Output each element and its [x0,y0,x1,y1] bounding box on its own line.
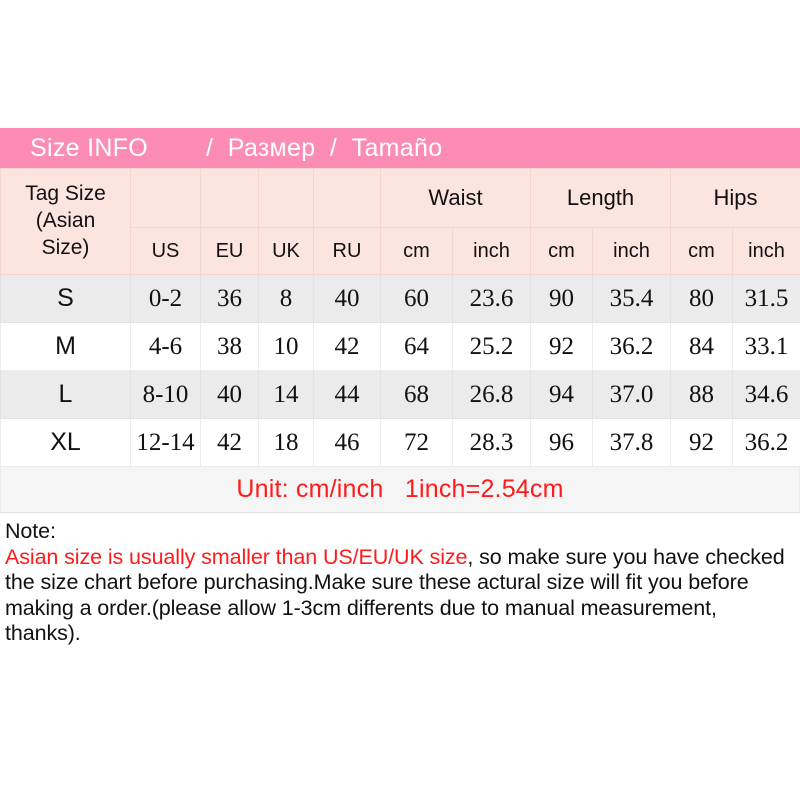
table-head: Tag Size (Asian Size) Waist Length Hips … [0,168,800,275]
note-label: Note: [5,519,56,543]
unit-conversion-text: Unit: cm/inch 1inch=2.54cm [236,475,564,503]
table-header-group-row: Tag Size (Asian Size) Waist Length Hips [0,168,800,275]
cell-waist-inch: 23.6 [452,274,531,323]
cell-waist-cm: 60 [380,274,453,323]
page-title: Size INFO / Размер / Tamaño [30,133,443,162]
header-spacer-uk [258,168,314,228]
size-info-card: Size INFO / Размер / Tamaño [0,128,800,657]
cell-us: 8-10 [130,370,201,419]
cell-uk: 10 [258,322,314,371]
table-row: S 0-2 36 8 40 60 23.6 90 35.4 80 31.5 [0,274,800,323]
tag-size-line-2: (Asian [35,209,96,233]
note-highlight: Asian size is usually smaller than US/EU… [5,544,468,569]
cell-eu: 40 [200,370,259,419]
cell-waist-cm: 68 [380,370,453,419]
column-header-hips-inch: inch [732,227,800,275]
cell-hips-inch: 36.2 [732,418,800,467]
column-header-waist-cm: cm [380,227,453,275]
column-header-waist: Waist [380,168,531,228]
cell-length-inch: 37.0 [591,370,672,419]
cell-length-cm: 96 [530,418,593,467]
cell-us: 12-14 [130,418,201,467]
column-header-ru: RU [313,227,381,275]
cell-hips-cm: 84 [670,322,734,371]
cell-tag-size: L [0,370,131,419]
cell-tag-size: S [0,274,131,323]
cell-length-inch: 35.4 [591,274,672,323]
column-header-uk: UK [258,227,314,275]
cell-length-cm: 92 [530,322,593,371]
table-header-sub-row: US EU UK RU cm inch cm inch cm inch [1,227,800,275]
cell-hips-cm: 88 [670,370,734,419]
table-body: S 0-2 36 8 40 60 23.6 90 35.4 80 31.5 M … [0,274,800,467]
cell-hips-cm: 92 [670,418,734,467]
cell-hips-cm: 80 [670,274,734,323]
cell-waist-inch: 28.3 [452,418,531,467]
cell-hips-inch: 31.5 [732,274,800,323]
cell-ru: 40 [313,274,381,323]
cell-uk: 8 [258,274,314,323]
cell-length-cm: 94 [530,370,593,419]
header-spacer-us [130,168,201,228]
cell-eu: 36 [200,274,259,323]
cell-length-inch: 36.2 [591,322,672,371]
note-paragraph: Asian size is usually smaller than US/EU… [5,545,794,647]
column-header-hips-cm: cm [670,227,734,275]
cell-uk: 18 [258,418,314,467]
column-header-eu: EU [200,227,259,275]
column-header-length-cm: cm [530,227,593,275]
cell-length-inch: 37.8 [591,418,672,467]
header-spacer-ru [313,168,381,228]
size-chart-table: Tag Size (Asian Size) Waist Length Hips … [0,168,800,467]
column-header-length-inch: inch [591,227,672,275]
header-spacer-eu [200,168,259,228]
cell-waist-cm: 72 [380,418,453,467]
cell-ru: 44 [313,370,381,419]
cell-eu: 42 [200,418,259,467]
table-row: L 8-10 40 14 44 68 26.8 94 37.0 88 34.6 [0,370,800,419]
cell-uk: 14 [258,370,314,419]
column-header-us: US [130,227,201,275]
column-header-hips: Hips [670,168,800,228]
table-row: M 4-6 38 10 42 64 25.2 92 36.2 84 33.1 [0,322,800,371]
cell-us: 4-6 [130,322,201,371]
cell-ru: 42 [313,322,381,371]
cell-waist-cm: 64 [380,322,453,371]
unit-conversion-bar: Unit: cm/inch 1inch=2.54cm [0,467,800,513]
cell-tag-size: XL [0,418,131,467]
column-header-length: Length [529,168,672,228]
cell-eu: 38 [200,322,259,371]
cell-tag-size: M [0,322,131,371]
tag-size-line-1: Tag Size [25,182,106,206]
cell-ru: 46 [313,418,381,467]
cell-hips-inch: 34.6 [732,370,800,419]
cell-waist-inch: 25.2 [452,322,531,371]
table-row: XL 12-14 42 18 46 72 28.3 96 37.8 92 36.… [0,418,800,467]
tag-size-line-3: Size) [41,235,90,259]
cell-waist-inch: 26.8 [452,370,531,419]
cell-length-cm: 90 [530,274,593,323]
column-header-tag-size: Tag Size (Asian Size) [0,168,131,275]
size-info-title-bar: Size INFO / Размер / Tamaño [0,128,800,168]
cell-hips-inch: 33.1 [732,322,800,371]
column-header-waist-inch: inch [452,227,531,275]
note-body: , so make sure you have checked the size… [5,544,785,646]
note-section: Note: Asian size is usually smaller than… [0,513,800,657]
cell-us: 0-2 [130,274,201,323]
